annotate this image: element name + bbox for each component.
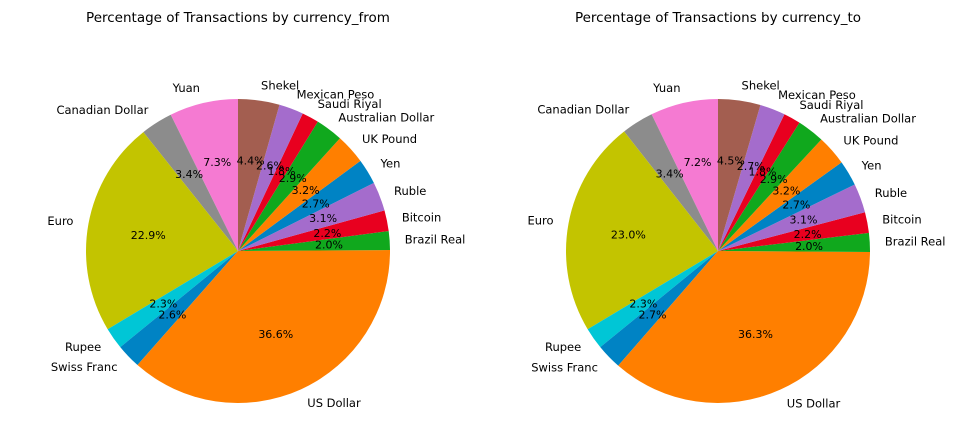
pie-category-label-euro: Euro [47,214,73,228]
pie-percent-label-australian-dollar: 2.9% [760,173,788,186]
pie-slice-shekel [238,99,280,251]
pie-percent-label-yen: 2.7% [782,198,810,211]
pie-slice-canadian-dollar [143,114,238,251]
pie-category-label-brazil-real: Brazil Real [405,232,466,246]
pie-slice-yen [718,162,855,251]
pie-slice-ruble [718,184,865,251]
pie-category-label-bitcoin: Bitcoin [402,211,441,225]
pie-chart-currency-from: Percentage of Transactions by currency_f… [47,10,465,410]
pie-slice-uk-pound [718,139,842,251]
pie-slice-rupee [107,251,238,348]
pie-category-label-shekel: Shekel [261,78,299,92]
pie-slice-brazil-real [238,231,390,251]
pie-slice-us-dollar [137,250,391,404]
pie-slice-mexican-peso [718,105,785,251]
pie-category-label-ruble: Ruble [875,186,907,200]
pie-slice-australian-dollar [238,121,340,252]
pie-slice-yuan [651,99,718,251]
pie-category-label-ruble: Ruble [394,184,426,198]
pie-category-label-yuan: Yuan [652,81,680,95]
pie-percent-label-shekel: 4.4% [237,155,265,168]
pie-category-label-canadian-dollar: Canadian Dollar [56,103,148,117]
pie-percent-label-shekel: 4.5% [717,155,745,168]
pie-percent-label-us-dollar: 36.3% [738,328,773,341]
pie-category-label-rupee: Rupee [545,340,581,354]
pie-percent-label-swiss-franc: 2.6% [158,308,186,321]
pie-percent-label-canadian-dollar: 3.4% [656,168,684,181]
slices-group-currency-to [566,99,870,404]
pie-percent-label-ruble: 3.1% [309,212,337,225]
pie-category-label-australian-dollar: Australian Dollar [338,110,434,124]
pie-category-label-uk-pound: UK Pound [362,132,417,146]
pie-slice-canadian-dollar [624,114,718,251]
pie-category-label-yuan: Yuan [172,81,200,95]
pie-category-label-rupee: Rupee [65,340,101,354]
slices-group-currency-from [85,99,391,404]
pie-chart-currency-to: Percentage of Transactions by currency_t… [527,10,945,410]
pie-category-label-mexican-peso: Mexican Peso [778,88,856,102]
pie-category-label-us-dollar: US Dollar [307,396,361,410]
pie-percent-label-uk-pound: 3.2% [772,185,800,198]
pie-category-label-yen: Yen [380,157,401,171]
pie-percent-label-brazil-real: 2.0% [315,239,343,252]
chart-title-currency-from: Percentage of Transactions by currency_f… [86,10,390,26]
pie-slice-us-dollar [618,251,870,404]
pie-slice-bitcoin [718,212,869,251]
labels-group-currency-from: 7.3% Yuan 3.4% Canadian Dollar 22.9% Euro 2.3%… [47,78,465,410]
pie-percent-label-us-dollar: 36.6% [258,328,293,341]
labels-group-currency-to: 7.2% Yuan 3.4% Canadian Dollar 23.0% Euro 2.3%… [527,78,945,410]
pie-percent-label-euro: 22.9% [131,229,166,242]
pie-category-label-uk-pound: UK Pound [843,133,898,147]
pie-slice-australian-dollar [718,122,822,251]
pie-slice-saudi-riyal [718,114,800,251]
pie-category-label-australian-dollar: Australian Dollar [820,112,916,126]
pie-percent-label-mexican-peso: 2.7% [737,160,765,173]
pie-percent-label-mexican-peso: 2.6% [256,160,284,173]
pie-slice-swiss-franc [600,251,718,366]
pie-percent-label-rupee: 2.3% [629,297,657,310]
pie-percent-label-bitcoin: 2.2% [313,227,341,240]
pie-category-label-brazil-real: Brazil Real [885,235,946,249]
pie-category-label-bitcoin: Bitcoin [882,213,921,227]
pie-percent-label-euro: 23.0% [611,228,646,241]
pie-slice-yuan [170,99,238,251]
pie-category-label-saudi-riyal: Saudi Riyal [799,98,863,112]
pie-percent-label-uk-pound: 3.2% [292,184,320,197]
pie-category-label-yen: Yen [861,158,882,172]
pie-percent-label-yuan: 7.3% [203,156,231,169]
pie-slice-swiss-franc [120,251,238,366]
pie-slice-shekel [718,99,761,251]
pie-slice-rupee [587,251,718,348]
pie-category-label-mexican-peso: Mexican Peso [297,87,375,101]
pie-percent-label-bitcoin: 2.2% [794,228,822,241]
pie-slice-uk-pound [238,138,361,251]
pie-category-label-shekel: Shekel [742,78,780,92]
pie-category-label-canadian-dollar: Canadian Dollar [537,102,629,116]
pie-percent-label-rupee: 2.3% [149,297,177,310]
chart-title-currency-to: Percentage of Transactions by currency_t… [575,10,861,26]
pie-percent-label-brazil-real: 2.0% [795,240,823,253]
pie-slice-bitcoin [238,210,389,251]
pie-percent-label-swiss-franc: 2.7% [639,308,667,321]
pie-percent-label-canadian-dollar: 3.4% [175,168,203,181]
pie-slice-yen [238,160,374,251]
pie-percent-label-yen: 2.7% [302,197,330,210]
pie-category-label-euro: Euro [527,214,553,228]
pie-slice-euro [566,131,718,330]
pie-category-label-swiss-franc: Swiss Franc [531,360,598,374]
pie-percent-label-australian-dollar: 2.9% [279,172,307,185]
pie-percent-label-ruble: 3.1% [790,213,818,226]
pie-category-label-swiss-franc: Swiss Franc [51,360,118,374]
pie-slice-brazil-real [718,232,870,252]
pie-category-label-us-dollar: US Dollar [787,396,841,410]
pie-percent-label-yuan: 7.2% [684,156,712,169]
pie-slice-saudi-riyal [238,113,318,252]
pie-percent-label-saudi-riyal: 1.8% [267,165,295,178]
pie-slice-euro [85,132,239,330]
pie-percent-label-saudi-riyal: 1.8% [748,165,776,178]
pie-slice-ruble [238,182,385,251]
pie-category-label-saudi-riyal: Saudi Riyal [318,97,382,111]
pie-slice-mexican-peso [238,104,303,252]
